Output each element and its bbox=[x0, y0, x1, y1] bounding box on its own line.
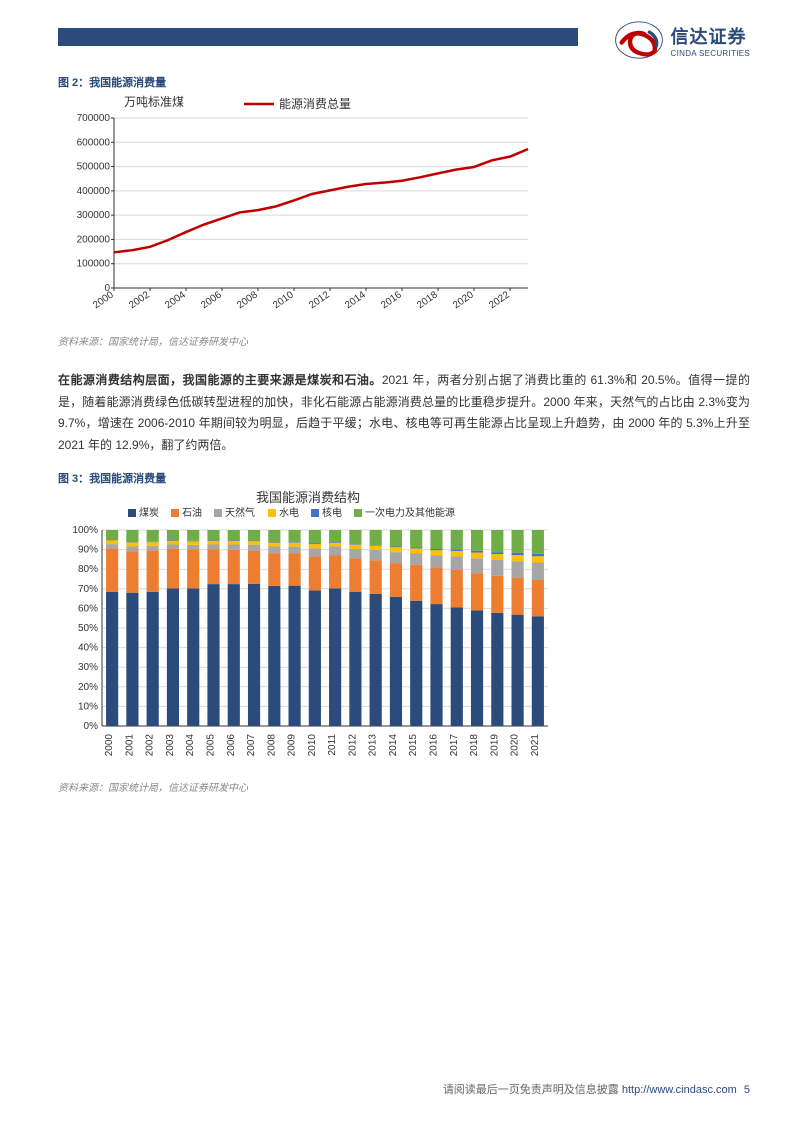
svg-text:2016: 2016 bbox=[429, 734, 440, 757]
svg-text:100%: 100% bbox=[72, 525, 98, 536]
footer-text: 请阅读最后一页免责声明及信息披露 bbox=[443, 1084, 619, 1096]
svg-text:2003: 2003 bbox=[165, 734, 176, 757]
fig2-source: 资料来源：国家统计局，信达证券研发中心 bbox=[58, 333, 750, 348]
fig2-title: 图 2：我国能源消费量 bbox=[58, 74, 750, 90]
svg-text:60%: 60% bbox=[78, 603, 98, 614]
svg-text:500000: 500000 bbox=[77, 162, 111, 173]
svg-text:100000: 100000 bbox=[77, 259, 111, 270]
svg-text:600000: 600000 bbox=[77, 137, 111, 148]
svg-text:2005: 2005 bbox=[206, 734, 217, 757]
svg-text:90%: 90% bbox=[78, 545, 98, 556]
svg-text:200000: 200000 bbox=[77, 234, 111, 245]
svg-text:2006: 2006 bbox=[226, 734, 237, 757]
svg-text:10%: 10% bbox=[78, 701, 98, 712]
svg-text:2014: 2014 bbox=[388, 734, 399, 757]
svg-text:2012: 2012 bbox=[347, 734, 358, 757]
svg-text:2002: 2002 bbox=[145, 734, 156, 757]
svg-text:70%: 70% bbox=[78, 584, 98, 595]
svg-text:我国能源消费结构: 我国能源消费结构 bbox=[256, 490, 360, 505]
svg-text:2018: 2018 bbox=[469, 734, 480, 757]
fig2-chart: 0100000200000300000400000500000600000700… bbox=[58, 94, 538, 329]
svg-text:2008: 2008 bbox=[235, 289, 260, 311]
svg-text:水电: 水电 bbox=[279, 506, 299, 519]
footer-page: 5 bbox=[744, 1084, 750, 1096]
logo-swirl-icon bbox=[613, 18, 665, 62]
fig3-source: 资料来源：国家统计局，信达证券研发中心 bbox=[58, 779, 750, 794]
svg-text:2006: 2006 bbox=[199, 289, 224, 311]
svg-text:一次电力及其他能源: 一次电力及其他能源 bbox=[365, 506, 455, 519]
svg-text:煤炭: 煤炭 bbox=[139, 506, 159, 519]
svg-text:能源消费总量: 能源消费总量 bbox=[279, 97, 351, 111]
svg-text:核电: 核电 bbox=[322, 506, 342, 519]
page-footer: 请阅读最后一页免责声明及信息披露 http://www.cindasc.com … bbox=[443, 1081, 750, 1097]
svg-text:400000: 400000 bbox=[77, 186, 111, 197]
svg-text:2007: 2007 bbox=[246, 734, 257, 757]
logo-text-cn: 信达证券 bbox=[671, 23, 750, 49]
svg-text:30%: 30% bbox=[78, 662, 98, 673]
svg-text:2004: 2004 bbox=[163, 289, 188, 311]
header-accent-bar bbox=[58, 28, 578, 46]
svg-text:2010: 2010 bbox=[307, 734, 318, 757]
svg-text:2021: 2021 bbox=[530, 734, 541, 757]
svg-text:2018: 2018 bbox=[415, 289, 440, 311]
svg-text:2010: 2010 bbox=[271, 289, 296, 311]
svg-text:万吨标准煤: 万吨标准煤 bbox=[124, 95, 184, 109]
svg-text:80%: 80% bbox=[78, 564, 98, 575]
svg-text:石油: 石油 bbox=[182, 506, 202, 519]
svg-text:2008: 2008 bbox=[266, 734, 277, 757]
svg-text:2014: 2014 bbox=[343, 289, 368, 311]
svg-text:20%: 20% bbox=[78, 682, 98, 693]
svg-text:2002: 2002 bbox=[127, 289, 152, 311]
svg-text:2012: 2012 bbox=[307, 289, 332, 311]
para-bold: 在能源消费结构层面，我国能源的主要来源是煤炭和石油。 bbox=[58, 373, 382, 387]
svg-text:2004: 2004 bbox=[185, 734, 196, 757]
svg-text:50%: 50% bbox=[78, 623, 98, 634]
fig3-chart: 我国能源消费结构煤炭 石油 天然气 水电 核电 一次电力及其他能源 0% 10% 20% 30% 4… bbox=[58, 490, 558, 775]
svg-text:2019: 2019 bbox=[489, 734, 500, 757]
brand-logo: 信达证券 CINDA SECURITIES bbox=[613, 18, 750, 62]
svg-text:2011: 2011 bbox=[327, 734, 338, 756]
svg-text:2013: 2013 bbox=[368, 734, 379, 757]
svg-text:2017: 2017 bbox=[449, 734, 460, 757]
svg-text:0%: 0% bbox=[84, 721, 99, 732]
svg-text:2020: 2020 bbox=[510, 734, 521, 757]
svg-text:2020: 2020 bbox=[451, 289, 476, 311]
svg-text:2022: 2022 bbox=[487, 289, 512, 311]
svg-text:2001: 2001 bbox=[124, 734, 135, 757]
fig3-title: 图 3：我国能源消费量 bbox=[58, 470, 750, 486]
svg-text:40%: 40% bbox=[78, 643, 98, 654]
body-paragraph: 在能源消费结构层面，我国能源的主要来源是煤炭和石油。2021 年，两者分别占据了… bbox=[58, 370, 750, 456]
svg-text:2015: 2015 bbox=[408, 734, 419, 757]
svg-text:300000: 300000 bbox=[77, 210, 111, 221]
svg-text:2016: 2016 bbox=[379, 289, 404, 311]
svg-text:2000: 2000 bbox=[91, 289, 116, 311]
footer-url: http://www.cindasc.com bbox=[622, 1084, 737, 1096]
svg-text:2000: 2000 bbox=[104, 734, 115, 757]
svg-text:700000: 700000 bbox=[77, 113, 111, 124]
svg-text:天然气: 天然气 bbox=[225, 506, 255, 519]
svg-text:2009: 2009 bbox=[287, 734, 298, 757]
logo-text-en: CINDA SECURITIES bbox=[671, 49, 750, 58]
